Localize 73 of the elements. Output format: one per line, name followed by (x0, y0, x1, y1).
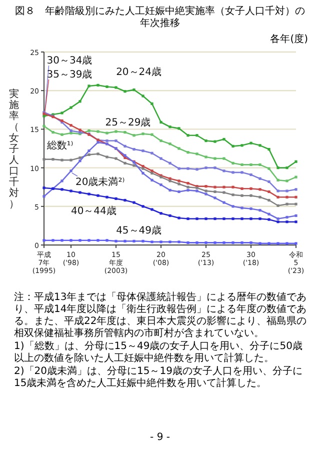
point (214, 190, 216, 194)
point (186, 186, 190, 188)
legend-label: 20歳未満²⁾ (76, 176, 125, 188)
point (294, 220, 298, 224)
point (42, 124, 46, 128)
point (250, 207, 252, 210)
point (258, 144, 262, 147)
text: 1)「総数」は、分母に15～49歳の女子人口を用い、分子に50歳以上の数値を除いた人工妊娠中絶件数を用いて計算した。 (14, 341, 304, 365)
point (42, 158, 46, 161)
text: 注：平成13年までは「母体保護統計報告」による暦年の数値であり、平成14年度以降は「衛生行政報告例」による年度の数値である。また、平成22年度は、東日本大震災の影響により、福島県の相双保健福祉事務所管轄内の市町村が含まれていない。 (14, 292, 308, 340)
text: 実施率（女子人口千対） (9, 89, 19, 210)
line-series (42, 84, 298, 170)
point (168, 214, 172, 217)
point (78, 156, 82, 160)
point (96, 194, 100, 197)
point (268, 148, 270, 151)
point (132, 134, 136, 137)
point (294, 196, 298, 198)
point (160, 120, 162, 124)
point (196, 168, 198, 171)
text: 2)「20歳未満」は、分母に15～19歳の女子人口を用い、分子に15歳未満を含めた人工妊娠中絶件数を用いて計算した。 (14, 366, 304, 390)
line-series (42, 152, 298, 207)
point (276, 217, 280, 220)
text: 30～34歳 (46, 54, 92, 67)
series-label: 総数¹⁾ (46, 140, 74, 152)
point (132, 201, 136, 204)
point (106, 139, 108, 142)
point (42, 186, 46, 190)
point (214, 217, 216, 220)
point (42, 195, 46, 198)
point (186, 217, 190, 220)
point (114, 139, 118, 142)
point (250, 173, 252, 176)
point (196, 217, 198, 220)
point (294, 202, 298, 206)
point (222, 138, 226, 141)
point (222, 217, 226, 220)
point (250, 217, 252, 220)
point (258, 208, 262, 212)
point (106, 85, 108, 88)
point (150, 102, 154, 106)
chart-title: 図８ 年齢階級別にみた人工妊娠中絶実施率（女子人口千対）の年次推移 (14, 6, 306, 30)
point (70, 129, 72, 132)
point (124, 198, 126, 202)
point (294, 176, 298, 178)
series-label: 25～29歳 (105, 116, 151, 128)
point (240, 217, 244, 220)
point (42, 239, 46, 242)
series-label: 20～24歳 (116, 66, 162, 78)
point (204, 217, 208, 220)
point (268, 198, 270, 202)
point (160, 139, 162, 142)
text: - 9 - (149, 432, 171, 443)
point (294, 242, 298, 245)
point (204, 139, 208, 142)
text: 35～39歳 (46, 68, 92, 80)
point (88, 129, 90, 132)
point (186, 182, 190, 185)
series-label: 45～49歳 (116, 224, 162, 236)
point (250, 142, 252, 144)
point (258, 217, 262, 220)
point (124, 90, 126, 93)
chart-subtitle: 各年(度) (270, 32, 308, 46)
point (232, 217, 234, 220)
point (132, 148, 136, 151)
point (294, 160, 298, 163)
point (268, 190, 270, 194)
line-series (42, 186, 298, 224)
point (294, 214, 298, 217)
point (178, 180, 180, 182)
point (294, 188, 298, 191)
series-label: 40～44歳 (70, 205, 116, 218)
point (178, 190, 180, 194)
